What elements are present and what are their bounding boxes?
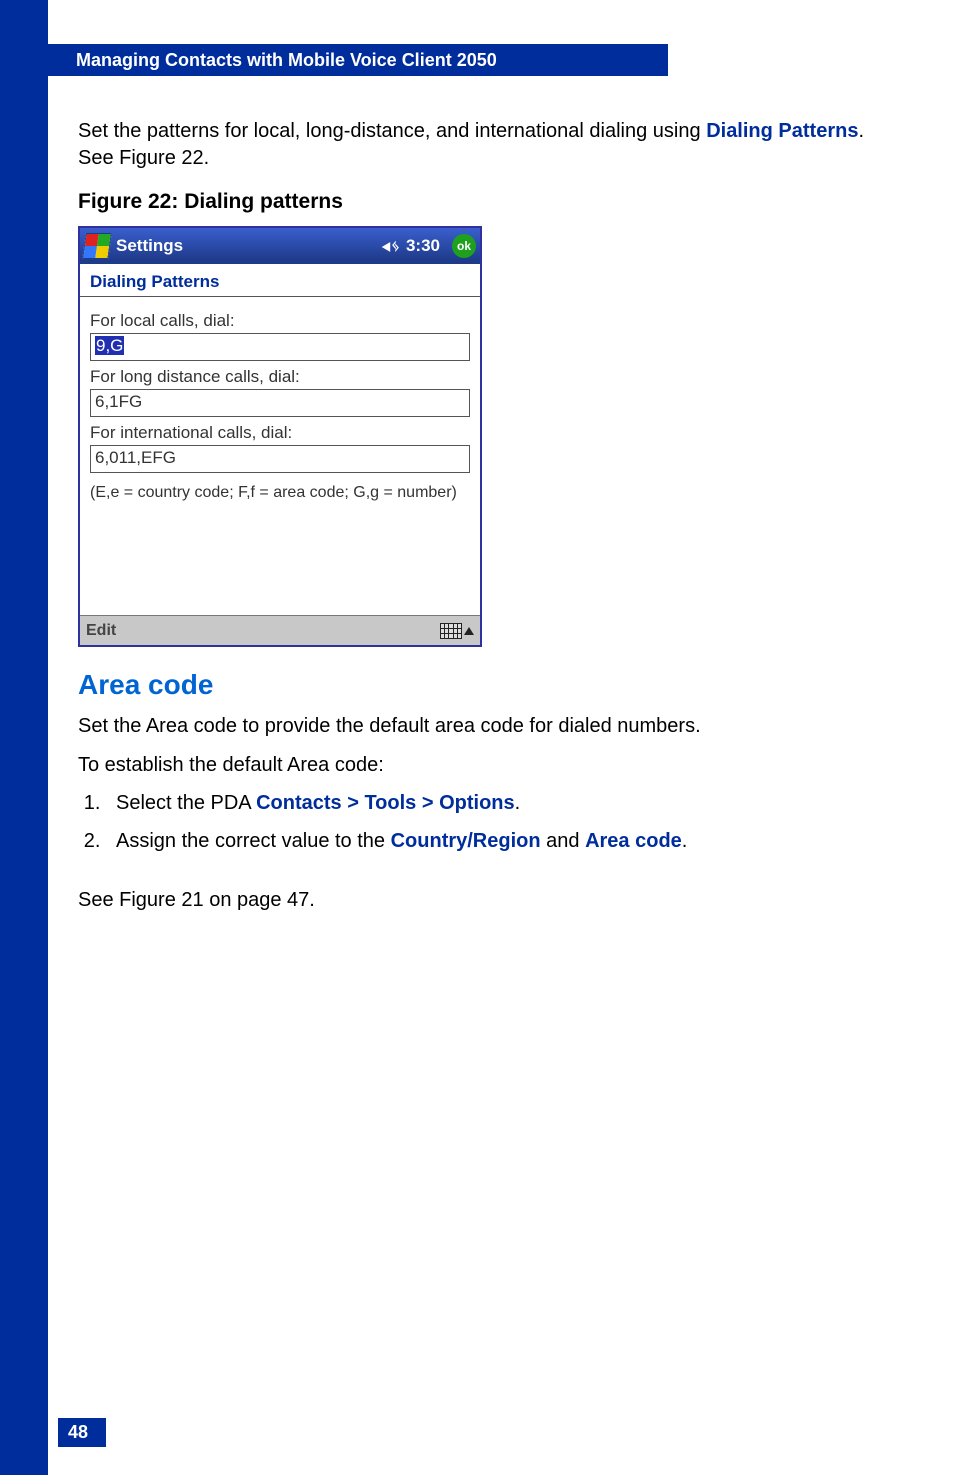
page-content: Set the patterns for local, long-distanc… [78, 118, 878, 914]
pda-screen-title: Dialing Patterns [80, 264, 480, 297]
figure-ref: See Figure 21 on page 47. [78, 887, 878, 914]
area-code-link[interactable]: Area code [585, 830, 682, 852]
chapter-header: Managing Contacts with Mobile Voice Clie… [48, 44, 668, 76]
area-code-p2: To establish the default Area code: [78, 752, 878, 779]
area-code-p1: Set the Area code to provide the default… [78, 713, 878, 740]
local-label: For local calls, dial: [90, 311, 470, 331]
step1-post: . [515, 792, 521, 814]
speaker-icon[interactable]: ◀ᛃ [382, 238, 400, 255]
chapter-title: Managing Contacts with Mobile Voice Clie… [76, 50, 497, 71]
intl-label: For international calls, dial: [90, 423, 470, 443]
pda-form: For local calls, dial: 9,G For long dist… [80, 297, 480, 615]
contacts-tools-options-link[interactable]: Contacts > Tools > Options [256, 792, 515, 814]
left-margin-bar [0, 0, 48, 1475]
local-input[interactable]: 9,G [90, 333, 470, 361]
local-value: 9,G [95, 336, 124, 355]
intl-input[interactable]: 6,011,EFG [90, 445, 470, 473]
edit-menu[interactable]: Edit [86, 622, 116, 640]
step-1: Select the PDA Contacts > Tools > Option… [106, 787, 878, 819]
pda-footer: Edit [80, 615, 480, 645]
ok-button[interactable]: ok [452, 234, 476, 258]
pda-app-name: Settings [116, 236, 183, 256]
keyboard-icon[interactable] [440, 623, 462, 639]
intro-paragraph: Set the patterns for local, long-distanc… [78, 118, 878, 172]
step-2: Assign the correct value to the Country/… [106, 825, 878, 857]
pda-screenshot: Settings ◀ᛃ 3:30 ok Dialing Patterns For… [78, 226, 482, 647]
step2-post: . [682, 830, 688, 852]
dialing-patterns-link[interactable]: Dialing Patterns [706, 120, 858, 142]
figure-caption: Figure 22: Dialing patterns [78, 190, 878, 214]
pda-titlebar: Settings ◀ᛃ 3:30 ok [80, 228, 480, 264]
long-label: For long distance calls, dial: [90, 367, 470, 387]
steps-list: Select the PDA Contacts > Tools > Option… [78, 787, 878, 857]
page-number: 48 [58, 1418, 106, 1447]
step2-mid: and [541, 830, 585, 852]
up-arrow-icon[interactable] [464, 627, 474, 635]
step1-pre: Select the PDA [116, 792, 256, 814]
start-flag-icon[interactable] [82, 233, 112, 259]
intl-value: 6,011,EFG [95, 448, 176, 467]
pda-clock: 3:30 [406, 236, 440, 256]
area-code-heading: Area code [78, 669, 878, 701]
intro-pre: Set the patterns for local, long-distanc… [78, 120, 706, 142]
long-value: 6,1FG [95, 392, 142, 411]
long-input[interactable]: 6,1FG [90, 389, 470, 417]
country-region-link[interactable]: Country/Region [391, 830, 541, 852]
step2-pre: Assign the correct value to the [116, 830, 391, 852]
pattern-legend: (E,e = country code; F,f = area code; G,… [90, 483, 470, 613]
